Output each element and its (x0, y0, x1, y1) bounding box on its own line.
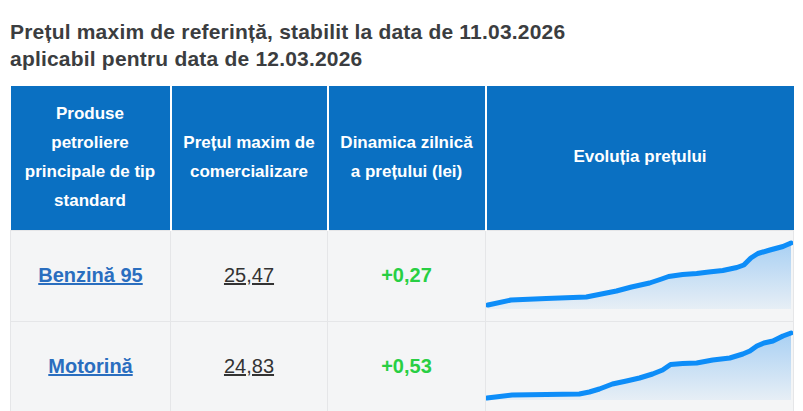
col-header-max-price: Prețul maxim de comercializare (171, 86, 328, 230)
table-row-motorina: Motorină 24,83 +0,53 (11, 321, 794, 411)
product-link-motorina[interactable]: Motorină (48, 355, 132, 377)
col-header-price-evolution: Evoluția prețului (486, 86, 794, 230)
price-value-benzina-95[interactable]: 25,47 (224, 264, 274, 286)
page-title: Prețul maxim de referință, stabilit la d… (10, 18, 793, 72)
fuel-price-table: Produse petroliere principale de tip sta… (10, 86, 794, 411)
page: Prețul maxim de referință, stabilit la d… (0, 18, 803, 411)
price-cell: 24,83 (171, 321, 328, 411)
sparkline-cell (486, 230, 794, 321)
col-header-products: Produse petroliere principale de tip sta… (11, 86, 171, 230)
product-link-benzina-95[interactable]: Benzină 95 (38, 264, 142, 286)
product-cell: Benzină 95 (11, 230, 171, 321)
page-title-line2: aplicabil pentru data de 12.03.2026 (10, 47, 363, 70)
product-cell: Motorină (11, 321, 171, 411)
page-title-line1: Prețul maxim de referință, stabilit la d… (10, 20, 565, 43)
col-header-daily-dynamic: Dinamica zilnică a prețului (lei) (328, 86, 486, 230)
table-row-benzina-95: Benzină 95 25,47 +0,27 (11, 230, 794, 321)
delta-value-benzina-95: +0,27 (381, 264, 432, 286)
price-sparkline-motorina (486, 322, 793, 411)
price-cell: 25,47 (171, 230, 328, 321)
sparkline-cell (486, 321, 794, 411)
table-header-row: Produse petroliere principale de tip sta… (11, 86, 794, 230)
price-value-motorina[interactable]: 24,83 (224, 355, 274, 377)
delta-value-motorina: +0,53 (381, 355, 432, 377)
delta-cell: +0,27 (328, 230, 486, 321)
price-sparkline-benzina-95 (486, 231, 793, 321)
delta-cell: +0,53 (328, 321, 486, 411)
